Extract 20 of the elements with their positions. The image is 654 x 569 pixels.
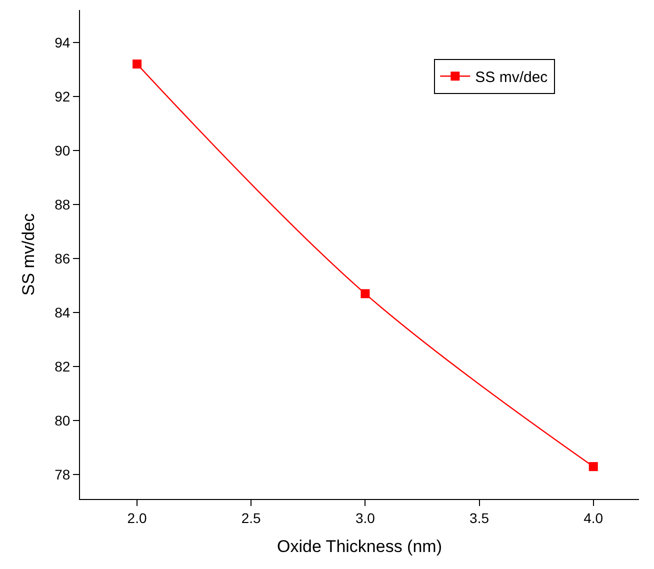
y-tick-label: 80 — [54, 412, 70, 429]
point — [132, 60, 142, 69]
y-tick-label: 92 — [54, 88, 70, 104]
y-tick-label: 86 — [54, 250, 70, 266]
y-tick-label: 90 — [54, 142, 70, 158]
y-tick-label: 82 — [54, 358, 70, 375]
x-tick-label: 3.0 — [355, 510, 376, 526]
point — [588, 462, 598, 472]
x-tick-label: 2.5 — [241, 510, 262, 526]
y-tick-label: 84 — [54, 304, 70, 320]
x-tick-label: 2.0 — [127, 510, 147, 526]
y-tick-label: 78 — [54, 466, 70, 483]
point — [360, 289, 370, 298]
legend-label: SS mv/dec — [475, 69, 548, 86]
x-tick-label: 3.5 — [470, 510, 490, 526]
y-axis-title: SS mv/dec — [19, 212, 38, 296]
y-tick-label: 88 — [54, 196, 70, 212]
x-axis-title: Oxide Thickness (nm) — [276, 537, 442, 556]
y-tick-label: 94 — [54, 34, 70, 50]
x-tick-label: 4.0 — [584, 510, 604, 526]
